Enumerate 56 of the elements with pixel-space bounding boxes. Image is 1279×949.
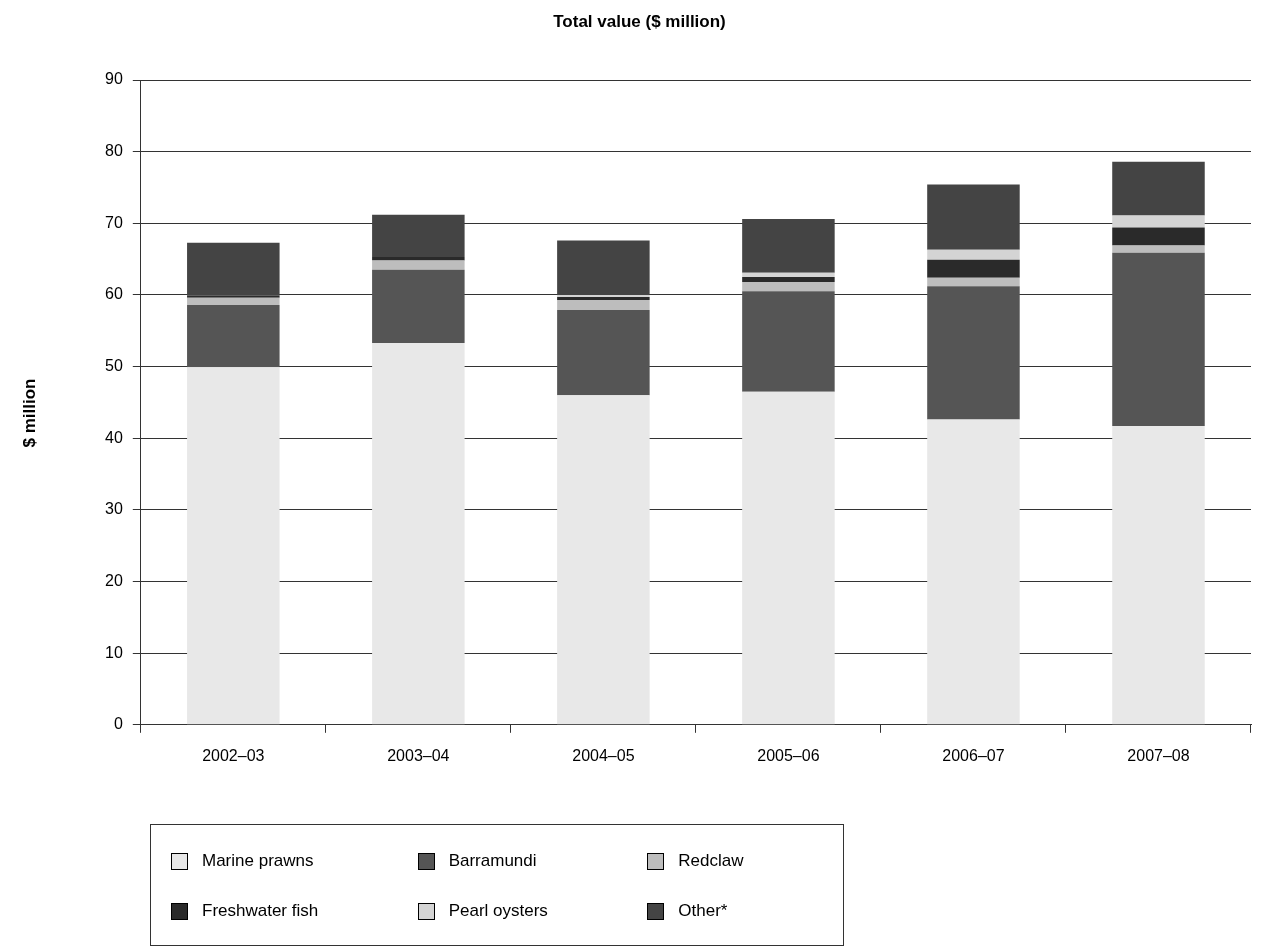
bar bbox=[557, 299, 650, 310]
x-tick-label: 2004–05 bbox=[572, 746, 635, 764]
bar bbox=[927, 249, 1020, 260]
bar bbox=[372, 342, 465, 725]
bar bbox=[187, 304, 280, 368]
y-axis-title: $ million bbox=[20, 378, 40, 448]
bar bbox=[187, 295, 280, 298]
y-tick-label: 70 bbox=[105, 213, 123, 231]
bar bbox=[742, 277, 835, 283]
bar bbox=[187, 297, 280, 305]
bar bbox=[187, 242, 280, 296]
bar bbox=[1112, 215, 1205, 228]
bar bbox=[742, 282, 835, 292]
bar bbox=[372, 256, 465, 261]
bar bbox=[557, 309, 650, 396]
y-tick-label: 90 bbox=[105, 70, 123, 88]
bar bbox=[557, 395, 650, 725]
chart-title: Total value ($ million) bbox=[552, 12, 727, 32]
bar bbox=[557, 240, 650, 295]
bar bbox=[187, 367, 280, 725]
bar bbox=[742, 291, 835, 392]
y-tick-label: 40 bbox=[105, 428, 123, 446]
legend-label: Barramundi bbox=[448, 851, 537, 871]
bar bbox=[1112, 252, 1205, 427]
bar bbox=[372, 214, 465, 257]
bar bbox=[927, 184, 1020, 250]
bar bbox=[927, 277, 1020, 287]
bar bbox=[1112, 227, 1205, 246]
bar bbox=[1112, 161, 1205, 216]
bar bbox=[927, 286, 1020, 420]
y-tick-label: 60 bbox=[105, 285, 123, 303]
legend-label: Pearl oysters bbox=[448, 901, 548, 921]
bar bbox=[742, 391, 835, 725]
legend-label: Other* bbox=[678, 901, 728, 921]
y-tick-label: 30 bbox=[105, 500, 123, 518]
x-tick-label: 2006–07 bbox=[942, 746, 1005, 764]
x-tick-label: 2007–08 bbox=[1127, 746, 1190, 764]
y-tick-label: 50 bbox=[105, 356, 123, 374]
x-tick-label: 2002–03 bbox=[202, 746, 265, 764]
y-tick-label: 80 bbox=[105, 142, 123, 160]
bar bbox=[1112, 245, 1205, 253]
bar bbox=[1112, 426, 1205, 725]
legend-label: Redclaw bbox=[678, 851, 744, 871]
x-tick-label: 2003–04 bbox=[387, 746, 450, 764]
y-tick-label: 20 bbox=[105, 571, 123, 589]
bar bbox=[372, 269, 465, 343]
legend-label: Marine prawns bbox=[202, 851, 314, 871]
y-tick-label: 0 bbox=[113, 715, 123, 733]
bar bbox=[372, 260, 465, 270]
legend-label: Freshwater fish bbox=[202, 901, 319, 921]
bar bbox=[742, 272, 835, 278]
bar bbox=[742, 218, 835, 273]
bar bbox=[927, 259, 1020, 278]
x-tick-label: 2005–06 bbox=[757, 746, 820, 764]
bar bbox=[927, 419, 1020, 725]
y-tick-label: 10 bbox=[105, 643, 123, 661]
